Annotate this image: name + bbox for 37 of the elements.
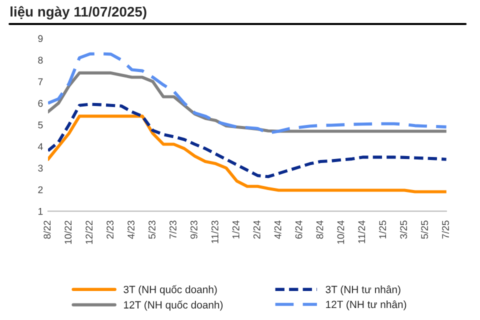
x-tick-label: 10/22 [64,220,72,244]
x-tick-label: 7/23 [169,220,176,239]
legend-label: 12T (NH quốc doanh) [124,300,223,311]
x-tick-label: 4/23 [127,220,134,239]
x-tick-label: 1/25 [378,220,386,238]
chart-title: liệu ngày 11/07/2025) [10,6,146,20]
legend-label: 3T (NH tư nhân) [326,286,400,296]
x-tick-label: 3/25 [400,220,408,239]
x-tick-label: 11/23 [211,220,218,244]
line-series [48,102,446,178]
y-tick-label: 9 [38,35,43,42]
y-tick-label: 4 [38,143,43,150]
y-tick-label: 1 [38,208,43,215]
y-tick-label: 8 [38,56,43,64]
x-tick-label: 5/23 [148,220,156,239]
x-tick-label: 8/24 [316,220,324,239]
y-tick-label: 6 [38,100,43,107]
x-tick-label: 4/24 [274,220,282,239]
legend-label: 3T (NH quốc doanh) [124,285,217,296]
x-tick-label: 6/24 [295,220,302,239]
y-tick-label: 7 [38,78,43,86]
x-tick-label: 2/24 [253,220,260,239]
x-tick-label: 5/25 [420,220,428,239]
line-series [48,114,446,194]
line-series [48,52,446,135]
x-tick-label: 9/23 [190,220,198,239]
y-tick-label: 3 [38,164,43,172]
x-tick-label: 2/23 [106,220,114,239]
x-tick-label: 10/24 [337,220,344,244]
x-tick-label: 1/24 [232,220,240,238]
x-tick-label: 11/24 [358,220,366,244]
y-tick-label: 5 [38,122,43,128]
y-tick-label: 2 [38,186,43,194]
x-tick-label: 7/25 [442,220,450,239]
x-tick-label: 12/22 [85,220,93,244]
x-tick-label: 8/22 [43,220,51,239]
legend-label: 12T (NH tư nhân) [326,300,406,310]
